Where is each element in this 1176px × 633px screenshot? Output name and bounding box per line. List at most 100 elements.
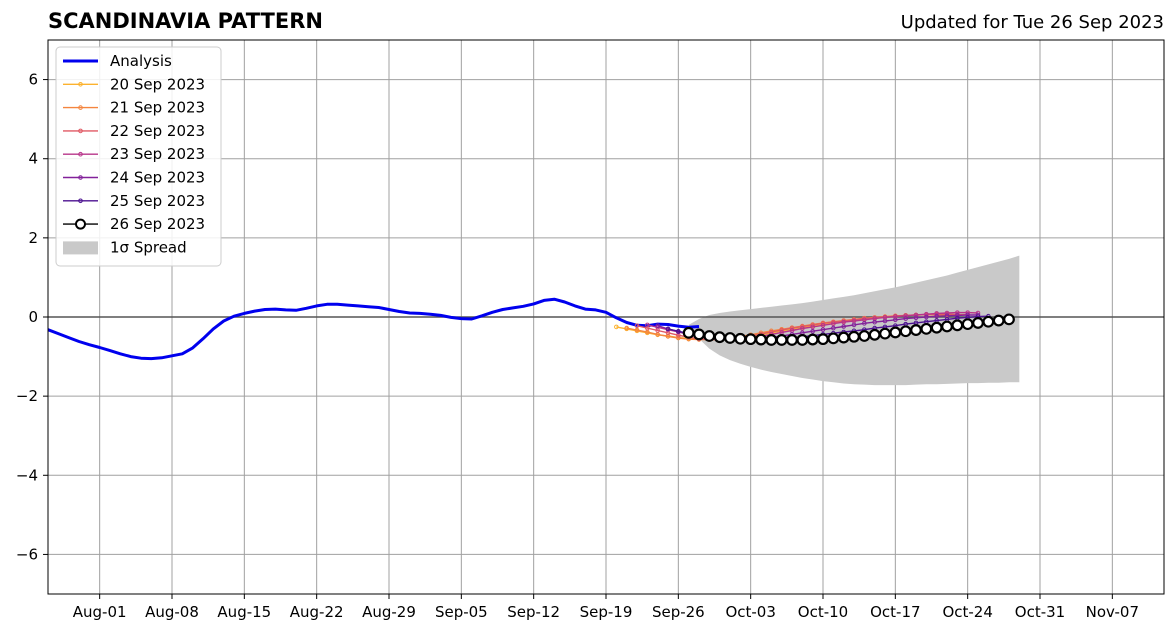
current-point [734,332,747,345]
x-tick-label: Oct-31 [1015,603,1065,621]
forecast-point [831,325,836,331]
forecast-point [934,313,939,319]
legend-label: 1σ Spread [110,238,187,256]
chart-title: SCANDINAVIA PATTERN [48,9,323,33]
current-point [693,328,705,341]
legend-entry: Analysis [63,52,172,70]
legend-marker [75,218,86,230]
forecast-point [851,322,857,328]
current-point [879,327,891,340]
current-point [920,322,933,335]
legend-marker [78,82,83,87]
current-point [713,331,726,344]
forecast-point [614,324,619,330]
legend-label: 20 Sep 2023 [110,75,205,93]
legend-label: 23 Sep 2023 [110,145,205,163]
current-point [775,334,788,346]
forecast-point [634,323,640,329]
current-point [806,333,819,346]
current-point [858,330,871,342]
forecast-point [924,311,929,317]
forecast-point [831,321,836,327]
updated-label: Updated for Tue 26 Sep 2023 [900,12,1164,33]
x-tick-label: Sep-26 [652,603,705,621]
forecast-point [676,328,681,334]
x-tick-label: Aug-22 [290,603,344,621]
forecast-point [903,316,908,321]
forecast-point [872,319,877,325]
forecast-point [903,313,908,319]
current-point [827,332,840,345]
x-tick-label: Aug-29 [362,603,416,621]
legend-entry: 1σ Spread [63,238,187,256]
y-tick-label: 0 [28,308,38,326]
analysis-line [47,297,700,361]
x-tick-label: Oct-03 [725,603,775,621]
forecast-point [862,321,867,326]
current-point [755,333,767,346]
forecast-point [841,319,846,325]
current-point [982,315,995,328]
current-point [930,321,943,334]
current-point [682,326,695,339]
legend-entry: 25 Sep 2023 [63,192,205,210]
current-point [837,331,850,344]
forecast-point [934,311,939,316]
current-point [848,330,860,343]
forecast-point [913,315,919,321]
x-tick-label: Aug-01 [73,603,127,621]
forecast-point [645,322,650,328]
x-tick-label: Oct-10 [798,603,848,621]
legend-entry: 24 Sep 2023 [63,169,205,187]
x-tick-label: Nov-07 [1086,603,1139,621]
y-tick-label: 2 [28,229,38,247]
x-tick-label: Aug-15 [217,603,271,621]
legend-marker [78,198,83,204]
series-lines [47,297,1015,361]
legend-entry: 21 Sep 2023 [63,99,205,117]
forecast-point [841,324,846,329]
forecast-point [820,323,826,328]
x-tick-label: Oct-24 [942,603,992,621]
forecast-point [820,327,826,332]
forecast-point [624,325,629,331]
x-tick-label: Sep-05 [435,603,488,621]
current-point [744,333,757,346]
legend-marker [78,151,83,157]
forecast-point [944,310,950,316]
current-point [941,320,953,333]
forecast-point [893,317,898,323]
legend-marker [78,105,83,110]
current-point [796,334,809,346]
legend: Analysis 20 Sep 2023 21 Sep 2023 22 Sep 202… [55,46,222,267]
legend-marker [78,128,83,134]
forecast-point [810,324,815,330]
x-tick-label: Sep-19 [580,603,633,621]
x-tick-label: Sep-12 [507,603,560,621]
x-tick-label: Aug-08 [145,603,199,621]
forecast-point [955,310,960,315]
forecast-point [655,323,660,329]
legend-entry: 22 Sep 2023 [63,122,205,140]
legend-marker [78,175,83,180]
legend-label: 22 Sep 2023 [110,122,205,140]
current-point [972,317,984,329]
forecast-point [676,335,681,341]
legend-label: 21 Sep 2023 [110,99,205,117]
y-tick-label: 6 [28,71,38,89]
forecast-point [810,328,815,334]
current-point [703,330,716,342]
current-point [951,319,964,332]
current-point [899,325,912,338]
legend-label: 25 Sep 2023 [110,192,205,210]
legend-label: 24 Sep 2023 [110,169,205,187]
x-tick-label: Oct-17 [870,603,920,621]
legend-entry: 26 Sep 2023 [63,215,205,233]
y-tick-label: 4 [28,150,38,168]
current-point [724,332,736,344]
grid-lines [48,40,1164,594]
forecast-point [634,327,640,333]
current-point [961,318,974,331]
y-tick-label: −6 [16,545,38,563]
